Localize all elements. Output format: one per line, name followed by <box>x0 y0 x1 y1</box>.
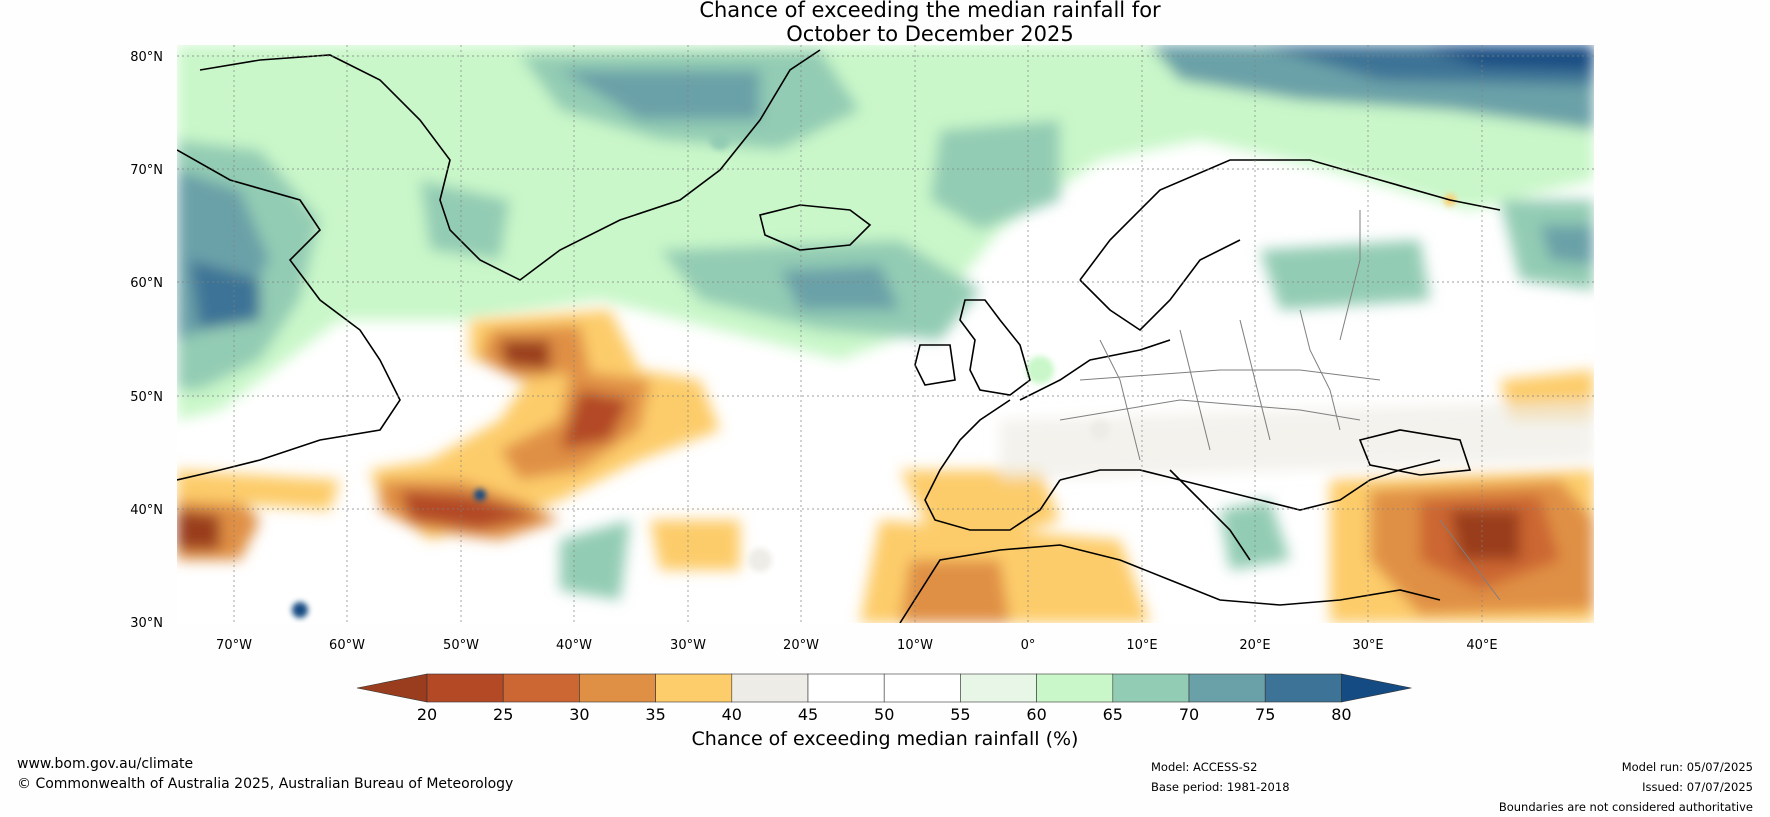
lon-label: 20°W <box>783 638 819 653</box>
colorbar-bin <box>579 673 656 703</box>
lon-label: 10°E <box>1126 638 1157 653</box>
lon-label: 0° <box>1021 638 1036 653</box>
map-area <box>177 45 1594 623</box>
footer-model-info: Model: ACCESS-S2 Base period: 1981-2018 <box>1151 757 1290 797</box>
colorbar-bin <box>1112 673 1190 703</box>
colorbar-extend-high <box>1341 673 1412 703</box>
colorbar-bin <box>502 673 580 703</box>
lat-label: 80°N <box>130 50 163 65</box>
colorbar-title: Chance of exceeding median rainfall (%) <box>691 728 1079 750</box>
colorbar-bin <box>883 673 961 703</box>
lon-label: 50°W <box>443 638 479 653</box>
colorbar-tick-label: 65 <box>1103 705 1123 724</box>
lon-label: 40°E <box>1466 638 1497 653</box>
lon-label: 10°W <box>897 638 933 653</box>
lon-label: 60°W <box>329 638 365 653</box>
colorbar-tick-label: 35 <box>645 705 665 724</box>
lat-label: 40°N <box>130 503 163 518</box>
colorbar-extend-low <box>356 673 428 703</box>
model-name: Model: ACCESS-S2 <box>1151 760 1258 774</box>
colorbar-tick-label: 70 <box>1179 705 1199 724</box>
colorbar-tick-label: 20 <box>417 705 437 724</box>
footer-left: www.bom.gov.au/climate © Commonwealth of… <box>17 754 513 794</box>
colorbar-tick-label: 40 <box>722 705 742 724</box>
lat-label: 60°N <box>130 276 163 291</box>
lon-label: 40°W <box>556 638 592 653</box>
colorbar-tick-label: 50 <box>874 705 894 724</box>
map-title: Chance of exceeding the median rainfall … <box>0 0 1770 46</box>
colorbar-tick-label: 55 <box>950 705 970 724</box>
colorbar-bin <box>426 673 504 703</box>
lon-label: 30°W <box>670 638 706 653</box>
base-period: Base period: 1981-2018 <box>1151 780 1290 794</box>
rainfall-probability-field <box>177 45 1594 623</box>
colorbar-bin <box>807 673 885 703</box>
lon-label: 20°E <box>1239 638 1270 653</box>
lon-label: 30°E <box>1352 638 1383 653</box>
colorbar-bin <box>960 673 1037 703</box>
colorbar-tick-label: 80 <box>1331 705 1351 724</box>
colorbar-tick-label: 45 <box>798 705 818 724</box>
colorbar-bin <box>731 673 809 703</box>
boundaries-disclaimer: Boundaries are not considered authoritat… <box>1498 800 1753 814</box>
colorbar-bin <box>655 673 733 703</box>
lat-label: 70°N <box>130 163 163 178</box>
map-title-line2: October to December 2025 <box>786 22 1074 46</box>
coastlines <box>177 49 1501 623</box>
copyright-text: © Commonwealth of Australia 2025, Austra… <box>17 776 514 792</box>
colorbar-bin <box>1188 673 1266 703</box>
colorbar-bin <box>1036 673 1114 703</box>
country-borders <box>1059 210 1501 601</box>
wet-anomaly-regions <box>177 45 1594 600</box>
colorbar: 20 25 30 35 40 45 50 55 60 65 70 75 80 <box>356 673 1412 724</box>
lat-label: 30°N <box>130 616 163 631</box>
model-run-date: Model run: 05/07/2025 <box>1621 760 1753 774</box>
colorbar-tick-label: 60 <box>1026 705 1046 724</box>
latitude-labels: 80°N 70°N 60°N 50°N 40°N 30°N <box>130 50 163 631</box>
colorbar-tick-label: 30 <box>569 705 589 724</box>
footer-run-info: Model run: 05/07/2025 Issued: 07/07/2025… <box>1499 757 1753 817</box>
longitude-labels: 70°W 60°W 50°W 40°W 30°W 20°W 10°W 0° 10… <box>216 638 1498 653</box>
colorbar-tick-label: 75 <box>1255 705 1275 724</box>
lat-label: 50°N <box>130 390 163 405</box>
issued-date: Issued: 07/07/2025 <box>1642 780 1753 794</box>
website-link[interactable]: www.bom.gov.au/climate <box>17 756 194 772</box>
graticule <box>177 45 1594 623</box>
map-title-line1: Chance of exceeding the median rainfall … <box>699 0 1161 22</box>
lon-label: 70°W <box>216 638 252 653</box>
colorbar-bin <box>1264 673 1342 703</box>
colorbar-tick-label: 25 <box>493 705 513 724</box>
